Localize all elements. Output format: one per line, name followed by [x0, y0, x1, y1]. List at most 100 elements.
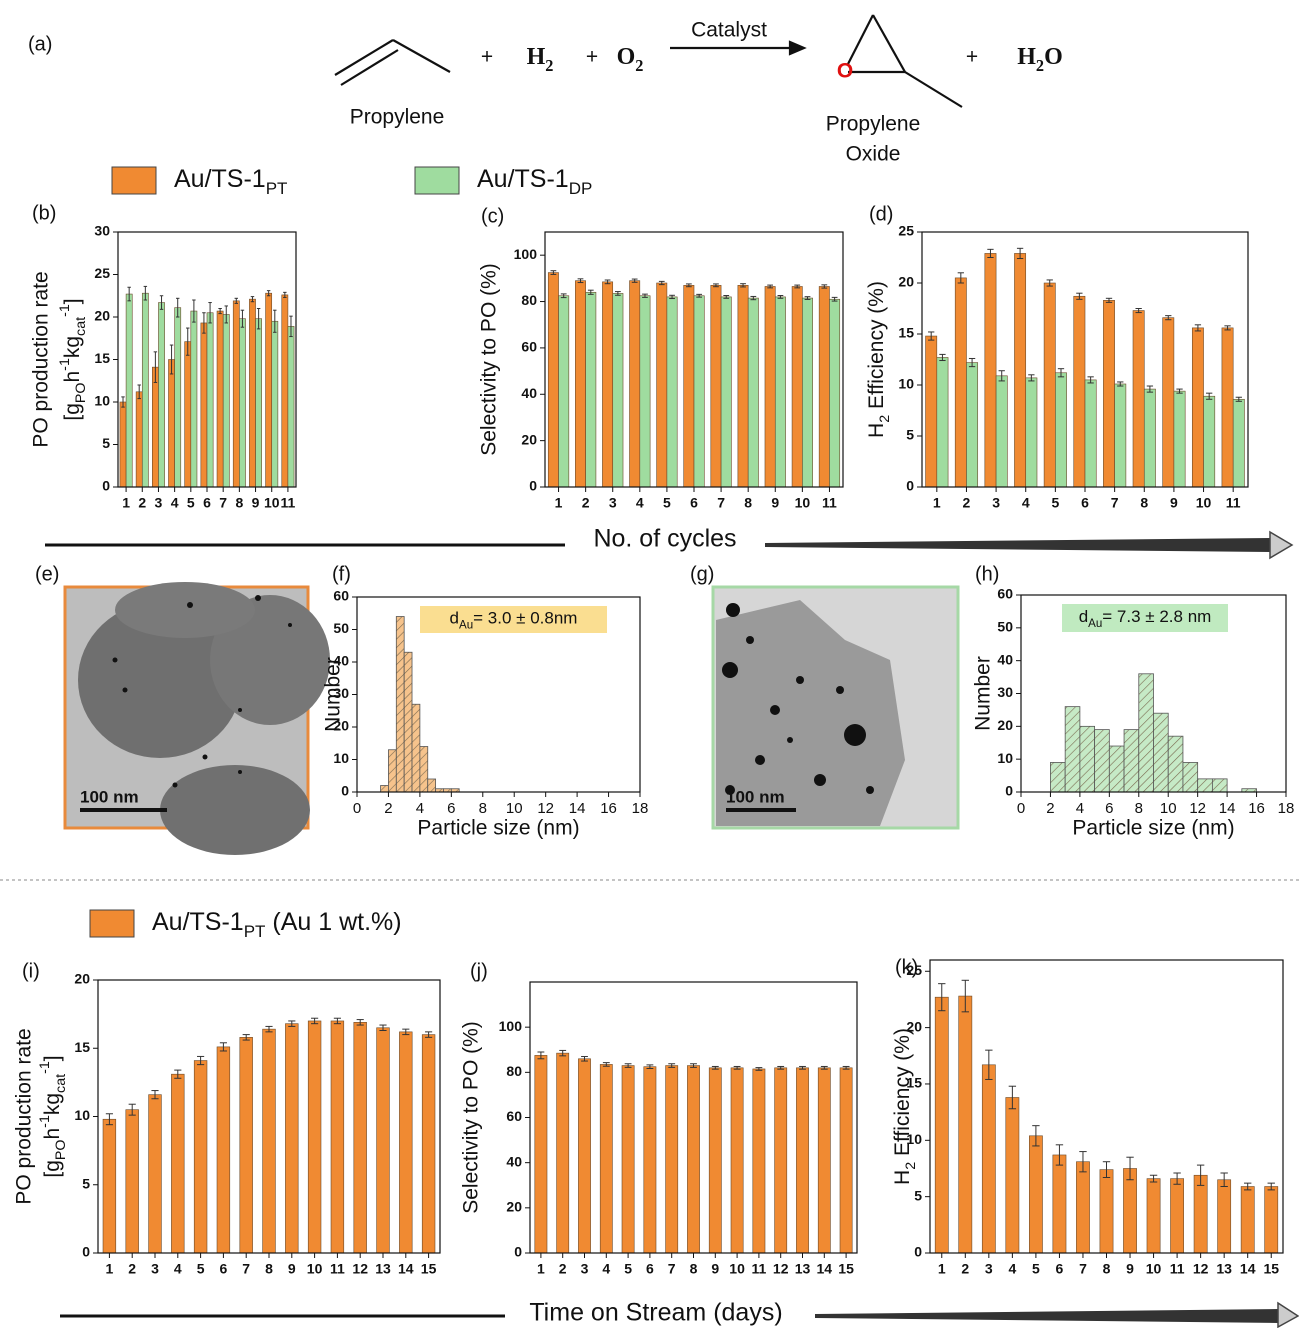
x-tick-label: 2 [384, 800, 392, 817]
text-part: Au/TS-1 [152, 908, 244, 936]
bar [399, 1031, 413, 1254]
error-bar [831, 296, 838, 302]
text-part: Efficiency (%) [865, 281, 888, 415]
x-tick-label: 5 [663, 495, 671, 511]
bar [752, 1068, 766, 1254]
bar [683, 285, 695, 488]
text-part: 2 [1036, 56, 1044, 75]
particle-shape [78, 602, 242, 758]
text-part: ] [61, 298, 84, 304]
plot-frame [529, 981, 858, 1254]
x-tick-label: 5 [1032, 1261, 1040, 1277]
error-bar [283, 291, 287, 298]
bar [578, 1058, 591, 1254]
x-tick-label: 10 [1146, 1261, 1162, 1277]
error-bar [1146, 385, 1154, 393]
x-tick-label: 15 [838, 1261, 854, 1277]
bar [774, 1067, 788, 1254]
bar [612, 293, 624, 488]
y-tick-label: 40 [997, 651, 1013, 667]
x-tick-label: 0 [1017, 800, 1025, 817]
text-part: -1 [37, 1061, 53, 1074]
text-part: PO [73, 382, 89, 403]
y-tick-label: 100 [514, 246, 538, 262]
bar [125, 293, 133, 488]
bar [1084, 379, 1097, 488]
error-bar [1102, 1161, 1111, 1178]
x-tick-label: 14 [817, 1261, 833, 1277]
y-tick-label: 80 [506, 1063, 522, 1079]
bar [1029, 1135, 1043, 1254]
text-part: DP [569, 179, 593, 198]
x-tick-label: 5 [1051, 495, 1059, 511]
bond [904, 71, 963, 108]
particle-shape [160, 765, 310, 855]
error-bar [402, 1028, 410, 1036]
text-part: H [891, 1170, 914, 1185]
bar [710, 285, 722, 488]
x-tick-label: 6 [220, 1261, 228, 1277]
y-axis-label: Selectivity to PO (%) [460, 1021, 483, 1214]
bar [206, 312, 214, 488]
error-bar [219, 1042, 227, 1052]
error-bar [1117, 381, 1124, 387]
bar [1076, 1161, 1090, 1254]
bar [796, 1067, 809, 1254]
error-bar [1206, 392, 1213, 400]
error-bar [137, 384, 141, 400]
x-tick-label: 7 [1111, 495, 1119, 511]
error-bar [614, 291, 621, 296]
y-tick-label: 0 [529, 478, 537, 494]
error-bar [425, 1031, 433, 1038]
x-tick-label: 6 [447, 800, 455, 817]
bar [1099, 1169, 1114, 1254]
text-part: d [450, 609, 459, 628]
bar [1264, 1186, 1279, 1254]
x-tick-label: 11 [330, 1261, 345, 1277]
panel-label: (e) [35, 563, 59, 585]
bar [216, 1046, 231, 1254]
plot-frame [97, 979, 441, 1254]
histogram-bar [1182, 762, 1199, 793]
error-bar [1135, 308, 1142, 314]
error-bar [273, 309, 277, 333]
bar [730, 1067, 744, 1254]
text-part: PT [266, 179, 288, 198]
particle-shape [210, 595, 330, 725]
error-bar [1173, 1172, 1181, 1185]
panel-label: (h) [975, 563, 999, 585]
particle-shape [716, 600, 905, 826]
x-tick-label: 6 [1081, 495, 1089, 511]
y-tick-label: 0 [102, 478, 110, 494]
text-part: H [865, 423, 888, 438]
error-bar [711, 1065, 719, 1070]
error-bar [143, 285, 148, 301]
bar [1162, 317, 1175, 488]
bar [330, 1020, 345, 1254]
error-bar [242, 1034, 250, 1041]
text-part: Efficiency (%) [891, 1028, 914, 1162]
error-bar [804, 296, 811, 300]
histogram-bar [419, 746, 429, 793]
text-part: O [617, 44, 636, 70]
x-tick-label: 4 [1022, 495, 1030, 511]
text-part: = 3.0 ± 0.8nm [473, 609, 577, 628]
bar [168, 359, 175, 488]
histogram-bar [427, 778, 437, 793]
text-part: kg [61, 336, 84, 358]
plot-frame [544, 231, 844, 488]
error-bar [750, 295, 757, 301]
error-bar [151, 1090, 159, 1100]
y-tick-label: 10 [898, 376, 914, 392]
error-bar [127, 286, 131, 302]
error-bar [153, 351, 158, 383]
bar [954, 277, 967, 488]
bar [1114, 383, 1127, 488]
error-bar [624, 1063, 632, 1068]
x-tick-label: 3 [985, 1261, 993, 1277]
error-bar [234, 297, 239, 304]
bar [981, 1064, 996, 1254]
bar [966, 362, 979, 488]
x-tick-label: 11 [281, 495, 296, 511]
bar [1043, 282, 1056, 488]
